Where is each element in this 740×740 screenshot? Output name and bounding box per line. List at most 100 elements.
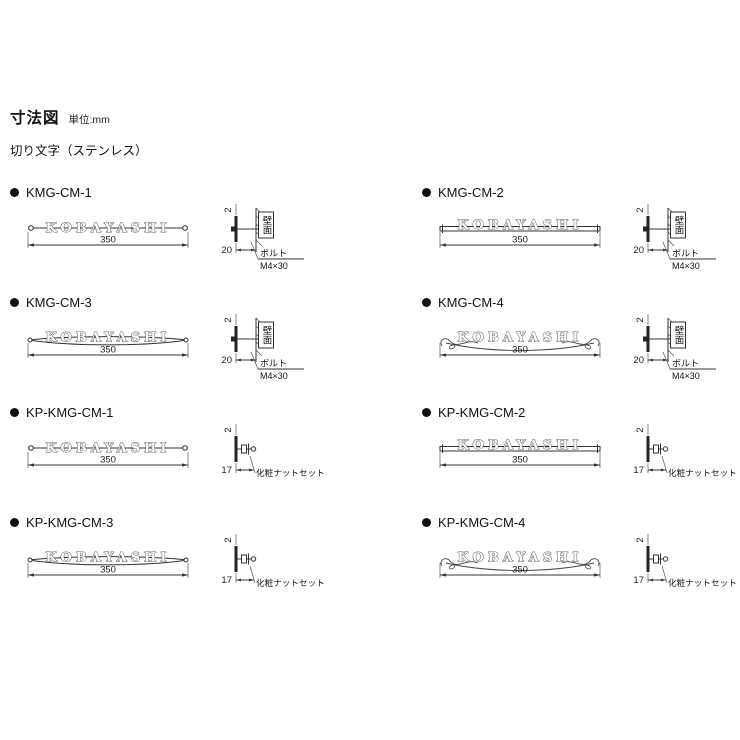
side-view: 2 17 化粧ナットセット — [633, 534, 737, 588]
mount-label: ボルト — [672, 359, 699, 369]
product-panel: KMG-CM-2 KOBAYASHI 350 2 — [422, 185, 740, 295]
plate-section — [234, 436, 238, 462]
wall-label: 壁面 — [673, 325, 685, 346]
depth-dimension: 17 — [633, 575, 644, 586]
product-header: KMG-CM-2 — [422, 185, 740, 200]
side-view: 2 壁面 20 — [221, 204, 304, 271]
mount-label: 化粧ナットセット — [256, 577, 325, 588]
width-dimension: 350 — [512, 235, 528, 246]
side-view: 2 壁面 20 — [221, 314, 304, 381]
bullet-icon — [10, 298, 19, 307]
cap-nut — [662, 556, 669, 562]
plate-section — [646, 216, 650, 242]
bullet-icon — [10, 518, 19, 527]
nameplate-text: KOBAYASHI — [458, 331, 583, 346]
wall-label-box — [258, 211, 274, 239]
side-view: 2 17 化粧ナットセット — [633, 424, 737, 478]
width-dimension: 350 — [100, 455, 116, 466]
mount-label: ボルト — [260, 359, 287, 369]
mount-label: ボルト — [672, 249, 699, 259]
cap-nut — [662, 446, 669, 452]
plate-section — [646, 436, 650, 462]
mount-label: 化粧ナットセット — [668, 577, 737, 588]
product-code: KMG-CM-4 — [438, 295, 504, 310]
front-view: KOBAYASHI 350 — [439, 550, 601, 578]
thickness-dimension: 2 — [223, 427, 234, 432]
thickness-dimension: 2 — [223, 317, 234, 322]
product-panel: KP-KMG-CM-1 KOBAYASHI 350 2 — [10, 405, 422, 515]
nut — [241, 554, 247, 564]
width-dimension: 350 — [512, 565, 528, 576]
bolt-head — [231, 336, 235, 342]
nameplate-text: KOBAYASHI — [458, 218, 583, 233]
thickness-dimension: 2 — [635, 317, 646, 322]
product-header: KMG-CM-4 — [422, 295, 740, 310]
depth-dimension: 20 — [221, 355, 232, 366]
product-panel: KMG-CM-4 KOBAYASHI 350 — [422, 295, 740, 405]
bolt-head — [643, 226, 647, 232]
product-header: KMG-CM-1 — [10, 185, 422, 200]
product-panel: KP-KMG-CM-3 KOBAYASHI 350 — [10, 515, 422, 625]
mount-label: 化粧ナットセット — [256, 467, 325, 478]
product-panel: KMG-CM-1 KOBAYASHI 350 2 — [10, 185, 422, 295]
product-code: KP-KMG-CM-2 — [438, 405, 526, 420]
cap-nut — [250, 446, 257, 452]
product-header: KMG-CM-3 — [10, 295, 422, 310]
dimension-drawing: KOBAYASHI 350 2 — [27, 314, 304, 381]
cap-nut — [250, 556, 257, 562]
width-dimension: 350 — [100, 565, 116, 576]
side-view: 2 17 化粧ナットセット — [221, 424, 325, 478]
front-view: KOBAYASHI 350 — [439, 438, 601, 468]
dimension-drawing: KOBAYASHI 350 2 — [27, 204, 304, 271]
plate-section — [646, 546, 650, 572]
nameplate-text: KOBAYASHI — [46, 551, 171, 566]
width-dimension: 350 — [100, 345, 116, 356]
mount-label: ボルト — [260, 249, 287, 259]
front-view: KOBAYASHI 350 — [439, 330, 601, 358]
title-row: 寸法図 単位:mm — [10, 106, 740, 128]
thickness-dimension: 2 — [635, 537, 646, 542]
wall-label: 壁面 — [261, 325, 273, 346]
thickness-dimension: 2 — [635, 427, 646, 432]
front-view: KOBAYASHI 350 — [439, 218, 601, 248]
nut — [241, 444, 247, 454]
thickness-dimension: 2 — [635, 207, 646, 212]
product-header: KP-KMG-CM-1 — [10, 405, 422, 420]
dimension-drawing: KOBAYASHI 350 2 — [27, 534, 325, 588]
width-dimension: 350 — [512, 345, 528, 356]
nameplate-text: KOBAYASHI — [458, 438, 583, 453]
mount-spec: M4×30 — [260, 371, 288, 381]
wall-label: 壁面 — [673, 215, 685, 236]
dimension-drawing: KOBAYASHI 350 2 — [439, 314, 716, 381]
product-code: KMG-CM-2 — [438, 185, 504, 200]
product-code: KMG-CM-3 — [26, 295, 92, 310]
material-subtitle: 切り文字（ステンレス） — [10, 144, 148, 158]
product-header: KP-KMG-CM-4 — [422, 515, 740, 530]
side-view: 2 壁面 20 — [633, 204, 716, 271]
product-panel: KP-KMG-CM-2 KOBAYASHI 350 2 — [422, 405, 740, 515]
plate-section — [646, 326, 650, 352]
mount-spec: M4×30 — [672, 261, 700, 271]
product-panel: KP-KMG-CM-4 KOBAYASHI 350 — [422, 515, 740, 625]
side-view: 2 壁面 20 — [633, 314, 716, 381]
mount-spec: M4×30 — [260, 261, 288, 271]
plate-section — [234, 216, 238, 242]
product-header: KP-KMG-CM-3 — [10, 515, 422, 530]
product-code: KP-KMG-CM-1 — [26, 405, 114, 420]
depth-dimension: 17 — [221, 575, 232, 586]
product-panel: KMG-CM-3 KOBAYASHI 350 — [10, 295, 422, 405]
wall-label-box — [670, 211, 686, 239]
depth-dimension: 20 — [221, 245, 232, 256]
plate-section — [234, 326, 238, 352]
page-title: 寸法図 — [10, 110, 60, 127]
nameplate-text: KOBAYASHI — [46, 441, 171, 456]
bolt-head — [643, 336, 647, 342]
unit-label: 単位:mm — [68, 114, 110, 126]
wall-label-box — [670, 321, 686, 349]
nut — [653, 444, 659, 454]
product-code: KMG-CM-1 — [26, 185, 92, 200]
plate-section — [234, 546, 238, 572]
bullet-icon — [10, 188, 19, 197]
depth-dimension: 17 — [221, 465, 232, 476]
